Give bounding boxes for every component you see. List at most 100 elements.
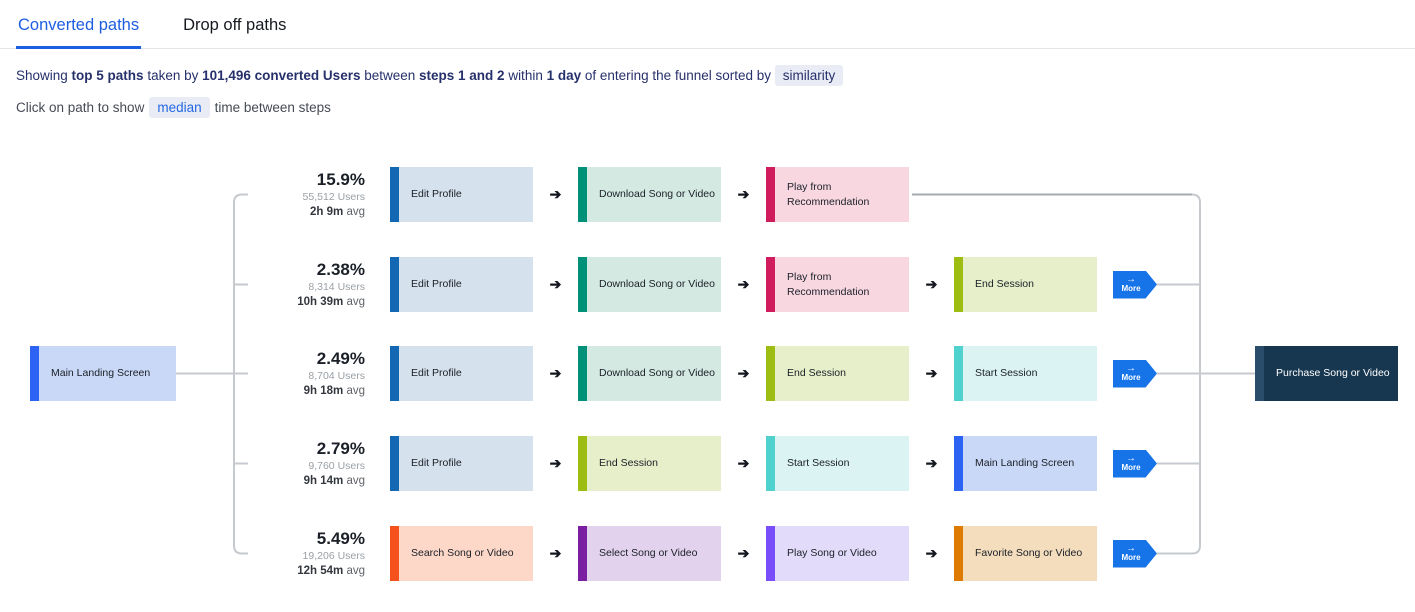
path-row-2: 2.38% 8,314 Users 10h 39m avg Edit Profi… [250, 257, 1157, 312]
arrow-right-icon: ➔ [925, 365, 938, 381]
path-percent: 5.49% [316, 529, 365, 549]
more-label: More [1121, 553, 1141, 563]
paths-diagram: Main Landing Screen Purchase Song or Vid… [0, 151, 1415, 601]
more-button[interactable]: → More [1113, 270, 1157, 299]
step-download-song-or-video[interactable]: Download Song or Video [578, 346, 721, 401]
arrow-right-icon: ➔ [737, 276, 750, 292]
arrow-right-icon: ➔ [549, 545, 562, 561]
more-label: More [1121, 373, 1141, 383]
summary-text: Showing [16, 68, 72, 83]
arrow-right-icon: ➔ [737, 545, 750, 561]
step-label: Main Landing Screen [975, 457, 1075, 470]
path-percent: 15.9% [316, 170, 365, 190]
tab-converted-paths[interactable]: Converted paths [16, 10, 142, 49]
start-node-label: Main Landing Screen [51, 367, 151, 380]
arrow-right-icon: ➔ [737, 455, 750, 471]
step-label: End Session [975, 278, 1034, 291]
step-label: Edit Profile [411, 188, 462, 201]
path-row-3: 2.49% 8,704 Users 9h 18m avg Edit Profil… [250, 346, 1157, 401]
path-row-4: 2.79% 9,760 Users 9h 14m avg Edit Profil… [250, 436, 1157, 491]
sort-by-selector[interactable]: similarity [774, 65, 844, 86]
start-node-main-landing-screen[interactable]: Main Landing Screen [30, 346, 176, 401]
step-label: Start Session [975, 367, 1038, 380]
summary-window: 1 day [546, 68, 582, 83]
step-label: Download Song or Video [599, 188, 715, 201]
step-play-from-recommendation[interactable]: Play from Recommendation [766, 167, 909, 222]
arrow-right-icon: ➔ [549, 186, 562, 202]
step-label: Edit Profile [411, 367, 462, 380]
path-users: 9,760 Users [308, 460, 365, 473]
arrow-right-icon: ➔ [549, 455, 562, 471]
path-users: 8,704 Users [308, 370, 365, 383]
step-label: Search Song or Video [411, 547, 514, 560]
step-label: End Session [599, 457, 658, 470]
arrow-right-icon: ➔ [549, 365, 562, 381]
hint-prefix: Click on path to show [16, 100, 145, 115]
hint-line: Click on path to show median time between … [16, 97, 1399, 118]
more-label: More [1121, 463, 1141, 473]
summary-text: between [360, 68, 420, 83]
step-label: Favorite Song or Video [975, 547, 1083, 560]
path-avg-time: 2h 9m avg [310, 205, 365, 218]
step-play-song-or-video[interactable]: Play Song or Video [766, 526, 909, 581]
summary-line: Showing top 5 paths taken by 101,496 con… [16, 65, 1399, 86]
path-stats: 15.9% 55,512 Users 2h 9m avg [250, 169, 365, 220]
arrow-right-icon: → [1126, 543, 1136, 555]
step-end-session[interactable]: End Session [578, 436, 721, 491]
step-select-song-or-video[interactable]: Select Song or Video [578, 526, 721, 581]
arrow-right-icon: ➔ [925, 276, 938, 292]
step-edit-profile[interactable]: Edit Profile [390, 257, 533, 312]
step-play-from-recommendation[interactable]: Play from Recommendation [766, 257, 909, 312]
tab-bar: Converted paths Drop off paths [0, 0, 1415, 49]
step-search-song-or-video[interactable]: Search Song or Video [390, 526, 533, 581]
step-main-landing-screen[interactable]: Main Landing Screen [954, 436, 1097, 491]
more-button[interactable]: → More [1113, 359, 1157, 388]
step-favorite-song-or-video[interactable]: Favorite Song or Video [954, 526, 1097, 581]
path-users: 19,206 Users [302, 550, 365, 563]
path-stats: 2.49% 8,704 Users 9h 18m avg [250, 348, 365, 399]
time-metric-selector[interactable]: median [149, 97, 210, 118]
step-edit-profile[interactable]: Edit Profile [390, 167, 533, 222]
arrow-right-icon: ➔ [737, 186, 750, 202]
step-download-song-or-video[interactable]: Download Song or Video [578, 167, 721, 222]
step-start-session[interactable]: Start Session [954, 346, 1097, 401]
tab-drop-off-paths[interactable]: Drop off paths [183, 16, 287, 34]
step-end-session[interactable]: End Session [766, 346, 909, 401]
step-start-session[interactable]: Start Session [766, 436, 909, 491]
step-label: Select Song or Video [599, 547, 698, 560]
arrow-right-icon: → [1126, 453, 1136, 465]
arrow-right-icon: → [1126, 363, 1136, 375]
arrow-right-icon: ➔ [549, 276, 562, 292]
path-users: 8,314 Users [308, 281, 365, 294]
end-node-label: Purchase Song or Video [1276, 367, 1390, 380]
step-label: Edit Profile [411, 457, 462, 470]
step-edit-profile[interactable]: Edit Profile [390, 346, 533, 401]
path-stats: 5.49% 19,206 Users 12h 54m avg [250, 528, 365, 579]
path-percent: 2.79% [316, 439, 365, 459]
path-avg-time: 9h 18m avg [303, 384, 365, 397]
arrow-right-icon: ➔ [925, 455, 938, 471]
path-connectors [176, 193, 1255, 555]
summary-text: taken by [143, 68, 203, 83]
more-button[interactable]: → More [1113, 539, 1157, 568]
path-avg-time: 10h 39m avg [297, 295, 365, 308]
step-label: Edit Profile [411, 278, 462, 291]
step-edit-profile[interactable]: Edit Profile [390, 436, 533, 491]
path-percent: 2.38% [316, 260, 365, 280]
step-download-song-or-video[interactable]: Download Song or Video [578, 257, 721, 312]
path-avg-time: 9h 14m avg [303, 474, 365, 487]
step-label: Play from Recommendation [787, 271, 870, 298]
path-stats: 2.38% 8,314 Users 10h 39m avg [250, 259, 365, 310]
arrow-right-icon: ➔ [737, 365, 750, 381]
hint-suffix: time between steps [214, 100, 331, 115]
step-label: Download Song or Video [599, 278, 715, 291]
step-label: Play Song or Video [787, 547, 877, 560]
step-label: Start Session [787, 457, 850, 470]
path-users: 55,512 Users [302, 191, 365, 204]
end-node-purchase-song-or-video[interactable]: Purchase Song or Video [1255, 346, 1398, 401]
arrow-right-icon: → [1126, 274, 1136, 286]
step-end-session[interactable]: End Session [954, 257, 1097, 312]
summary-text: within [504, 68, 547, 83]
path-row-5: 5.49% 19,206 Users 12h 54m avg Search So… [250, 526, 1157, 581]
more-button[interactable]: → More [1113, 449, 1157, 478]
